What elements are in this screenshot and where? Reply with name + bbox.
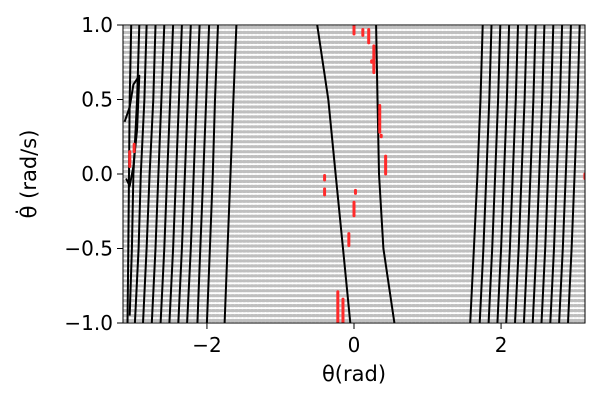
- highlight-markers: [128, 25, 585, 323]
- contour-line-5: [150, 25, 166, 323]
- contour-line-1: [123, 74, 141, 187]
- contour-line-25: [558, 25, 572, 323]
- contour-line-2: [128, 25, 141, 316]
- contour-line-10: [196, 25, 211, 323]
- contour-line-20: [514, 25, 528, 323]
- contour-line-22: [531, 25, 546, 323]
- contour-line-3: [133, 25, 148, 323]
- contour-line-21: [522, 25, 537, 323]
- plot-area: [123, 25, 585, 323]
- contour-line-9: [186, 25, 201, 323]
- x-tick-label: 2: [495, 333, 508, 357]
- contour-line-11: [205, 25, 219, 323]
- contour-line-12: [223, 25, 238, 323]
- contour-line-17: [487, 25, 502, 323]
- y-tick-label: 0.5: [81, 88, 113, 112]
- y-axis-ticks: −1.0 −0.5 0.0 0.5 1.0: [64, 13, 123, 335]
- x-tick-label: 0: [348, 333, 361, 357]
- y-tick-label: −1.0: [64, 311, 113, 335]
- contour-line-4: [142, 25, 157, 323]
- x-tick-label: −2: [192, 333, 221, 357]
- grid-point-marks: [123, 25, 585, 323]
- y-tick-label: −0.5: [64, 237, 113, 261]
- contour-line-14: [375, 25, 396, 323]
- y-axis-label: θ̇ (rad/s): [15, 130, 41, 219]
- x-axis-label: θ(rad): [322, 362, 386, 386]
- contour-line-6: [159, 25, 175, 323]
- contour-line-8: [177, 25, 192, 323]
- contour-line-23: [540, 25, 555, 323]
- contour-line-7: [168, 25, 183, 323]
- contour-line-13: [316, 25, 352, 323]
- y-tick-label: 0.0: [81, 162, 113, 186]
- grid-point-field: [123, 25, 585, 323]
- contour-lines: [123, 25, 581, 323]
- y-tick-label: 1.0: [81, 13, 113, 37]
- contour-line-19: [505, 25, 519, 323]
- contour-line-24: [549, 25, 564, 323]
- x-axis-ticks: −2 0 2: [192, 323, 507, 357]
- contour-line-18: [496, 25, 511, 323]
- contour-line-0: [126, 25, 133, 323]
- contour-line-16: [478, 25, 493, 323]
- contour-line-15: [469, 25, 484, 323]
- contour-line-26: [567, 25, 581, 323]
